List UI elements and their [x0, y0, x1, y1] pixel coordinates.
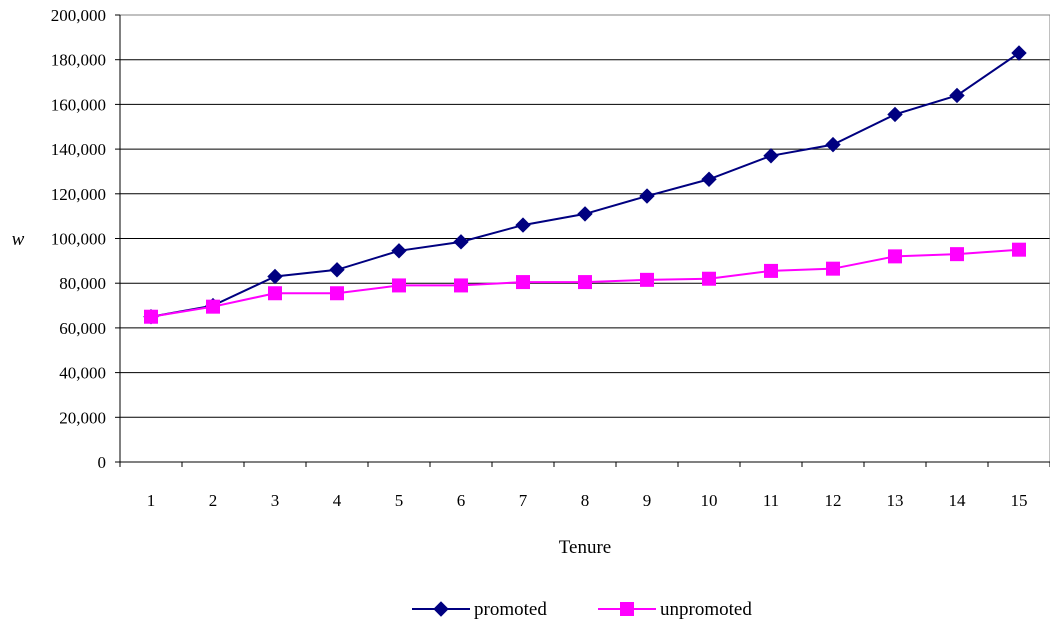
- series-promoted: [143, 45, 1027, 325]
- data-point: [888, 249, 902, 264]
- x-tick-label: 1: [147, 491, 156, 510]
- legend-item-promoted: promoted: [412, 599, 547, 620]
- legend-marker: [433, 601, 449, 617]
- y-tick-label: 160,000: [51, 95, 106, 114]
- data-point: [763, 148, 779, 164]
- x-tick-label: 8: [581, 491, 590, 510]
- y-tick-label: 100,000: [51, 230, 106, 249]
- x-tick-label: 6: [457, 491, 466, 510]
- legend-label: promoted: [474, 599, 547, 620]
- gridlines: [120, 59, 1050, 418]
- y-tick-label: 40,000: [59, 364, 106, 383]
- series: [143, 45, 1027, 325]
- data-point: [144, 309, 158, 324]
- data-point: [950, 247, 964, 262]
- x-tick-label: 13: [887, 491, 904, 510]
- y-tick-label: 80,000: [59, 274, 106, 293]
- legend-label: unpromoted: [660, 599, 752, 620]
- legend-marker: [620, 602, 634, 616]
- data-point: [329, 262, 345, 278]
- data-point: [453, 234, 469, 250]
- y-tick-label: 0: [98, 453, 107, 472]
- y-tick-label: 60,000: [59, 319, 106, 338]
- x-tick-label: 15: [1011, 491, 1028, 510]
- x-tick-labels: 1 2 3 4 5 6 7 8 9 10 11 12 13 14 15: [147, 491, 1028, 510]
- data-point: [206, 299, 220, 314]
- y-axis-title: w: [12, 229, 25, 250]
- y-tick-label: 200,000: [51, 6, 106, 25]
- x-tick-label: 11: [763, 491, 779, 510]
- data-point: [949, 87, 965, 104]
- y-tick-label: 140,000: [51, 140, 106, 159]
- legend-item-unpromoted: unpromoted: [598, 599, 752, 620]
- data-point: [701, 171, 717, 187]
- x-tick-label: 2: [209, 491, 218, 510]
- y-tick-labels: 0 20,000 40,000 60,000 80,000 100,000 120,000 1…: [51, 6, 106, 472]
- data-point: [391, 243, 407, 259]
- axes: [115, 14, 1050, 467]
- data-point: [887, 106, 903, 123]
- data-point: [702, 271, 716, 286]
- data-point: [826, 261, 840, 276]
- data-point: [267, 268, 283, 285]
- legend: promoted unpromoted: [412, 599, 752, 620]
- data-point: [392, 278, 406, 293]
- data-point: [640, 272, 654, 287]
- y-tick-label: 20,000: [59, 408, 106, 427]
- x-tick-label: 5: [395, 491, 404, 510]
- series-unpromoted: [144, 242, 1026, 324]
- x-tick-label: 9: [643, 491, 652, 510]
- x-tick-label: 12: [825, 491, 842, 510]
- data-point: [764, 263, 778, 278]
- data-point: [577, 206, 593, 222]
- x-tick-label: 7: [519, 491, 528, 510]
- x-tick-label: 14: [949, 491, 967, 510]
- data-point: [516, 275, 530, 290]
- x-tick-label: 10: [701, 491, 718, 510]
- data-point: [268, 286, 282, 301]
- data-point: [454, 278, 468, 293]
- x-tick-label: 4: [333, 491, 342, 510]
- data-point: [515, 217, 531, 233]
- y-tick-label: 180,000: [51, 51, 106, 70]
- data-point: [1011, 45, 1027, 61]
- data-point: [639, 188, 655, 204]
- data-point: [330, 286, 344, 301]
- data-point: [1012, 242, 1026, 257]
- x-tick-label: 3: [271, 491, 280, 510]
- x-axis-title: Tenure: [559, 537, 611, 558]
- data-point: [578, 275, 592, 290]
- data-point: [825, 136, 841, 153]
- y-tick-label: 120,000: [51, 185, 106, 204]
